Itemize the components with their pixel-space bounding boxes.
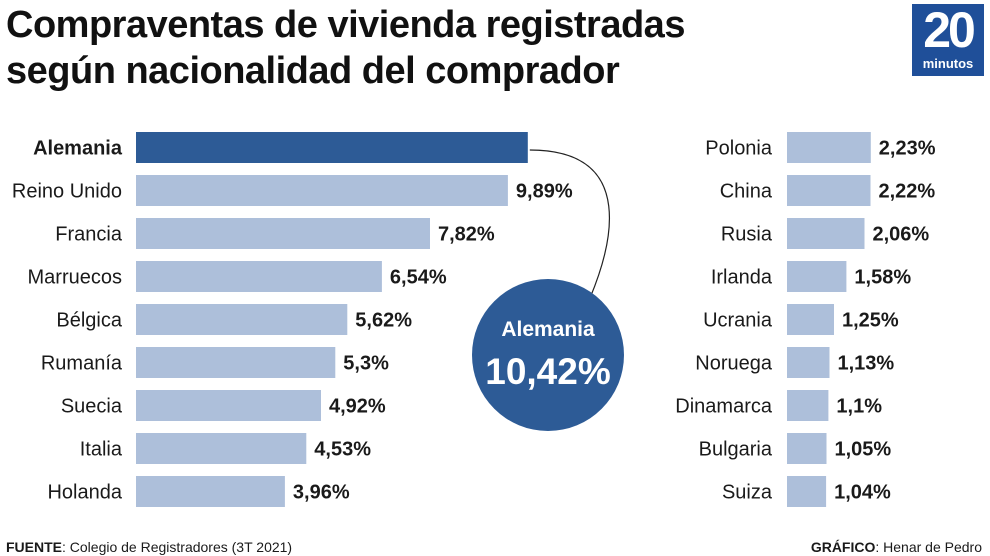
value-label: 9,89% [516, 181, 573, 203]
category-label: Rusia [721, 224, 773, 246]
value-label: 4,53% [314, 439, 371, 461]
highlight-bubble-label: Alemania [501, 318, 595, 341]
value-label: 2,22% [879, 181, 936, 203]
bar-right-8 [787, 433, 827, 464]
brand-logo: 20 minutos [912, 2, 984, 76]
value-label: 2,06% [873, 224, 930, 246]
bar-right-6 [787, 347, 830, 378]
category-label: Noruega [695, 353, 773, 375]
bar-left-7 [136, 390, 321, 421]
category-label: Irlanda [711, 267, 773, 289]
source-label: FUENTE [6, 539, 62, 555]
category-label: Bélgica [56, 310, 122, 332]
category-label: Ucrania [703, 310, 773, 332]
category-label: Polonia [705, 138, 773, 160]
category-label: Suecia [61, 396, 123, 418]
source-note: FUENTE: Colegio de Registradores (3T 202… [6, 538, 292, 556]
title-line-1: Compraventas de vivienda registradas [6, 4, 685, 46]
category-label: Holanda [47, 482, 122, 504]
bar-left-4 [136, 261, 382, 292]
value-label: 3,96% [293, 482, 350, 504]
bar-right-9 [787, 476, 827, 507]
category-label: Dinamarca [675, 396, 773, 418]
bar-left-2 [136, 175, 508, 206]
value-label: 1,13% [838, 353, 895, 375]
credit-label: GRÁFICO [810, 539, 876, 555]
category-label: China [720, 181, 773, 203]
chart-title: Compraventas de vivienda registradas seg… [6, 2, 786, 94]
bar-left-1 [136, 132, 528, 163]
value-label: 2,23% [879, 138, 936, 160]
value-label: 6,54% [390, 267, 447, 289]
bar-left-6 [136, 347, 336, 378]
bar-left-3 [136, 218, 430, 249]
highlight-bubble-value: 10,42% [485, 351, 611, 392]
logo-word: minutos [922, 56, 974, 71]
logo-number: 20 [923, 2, 976, 58]
category-label: Rumanía [41, 353, 123, 375]
category-label: Suiza [722, 482, 773, 504]
source-text: : Colegio de Registradores (3T 2021) [62, 539, 293, 555]
bar-right-5 [787, 304, 834, 335]
value-label: 1,04% [834, 482, 891, 504]
category-label: Italia [80, 439, 123, 461]
connector-line [529, 149, 610, 299]
category-label: Francia [55, 224, 123, 246]
value-label: 1,25% [842, 310, 899, 332]
bar-right-4 [787, 261, 847, 292]
credit-text: : Henar de Pedro [875, 539, 982, 555]
value-label: 1,05% [835, 439, 892, 461]
highlight-bubble [472, 279, 624, 431]
credit-note: GRÁFICO: Henar de Pedro [811, 538, 982, 556]
bar-right-1 [787, 132, 871, 163]
value-label: 5,62% [355, 310, 412, 332]
category-label: Bulgaria [699, 439, 773, 461]
bar-right-3 [787, 218, 865, 249]
value-label: 5,3% [343, 353, 389, 375]
bar-left-5 [136, 304, 348, 335]
category-label: Marruecos [28, 267, 122, 289]
value-label: 7,82% [438, 224, 495, 246]
category-label: Alemania [33, 138, 123, 160]
title-line-2: según nacionalidad del comprador [6, 50, 620, 92]
value-label: 1,1% [836, 396, 882, 418]
bar-right-2 [787, 175, 871, 206]
bar-right-7 [787, 390, 829, 421]
value-label: 1,58% [854, 267, 911, 289]
bar-left-9 [136, 476, 285, 507]
category-label: Reino Unido [12, 181, 122, 203]
value-label: 4,92% [329, 396, 386, 418]
bar-left-8 [136, 433, 307, 464]
